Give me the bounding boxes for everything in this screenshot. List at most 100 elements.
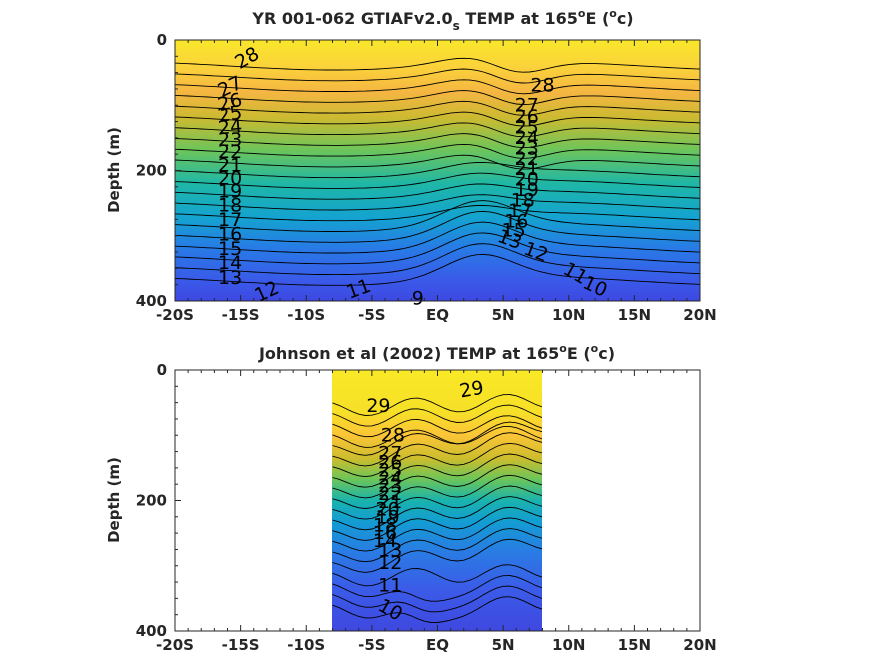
top-contour-label: 24 xyxy=(217,115,243,139)
top-contour-line xyxy=(175,172,700,189)
top-contour-line xyxy=(175,133,700,149)
bottom-contour-line xyxy=(332,404,542,427)
top-y-tick-label: 400 xyxy=(136,292,167,310)
bottom-x-tick-label: 15N xyxy=(618,636,651,654)
top-contour-label: 9 xyxy=(412,287,424,309)
bottom-contour-label: 12 xyxy=(378,552,402,574)
bottom-contour-line xyxy=(332,585,542,613)
bottom-x-tick-label: 20N xyxy=(683,636,716,654)
top-contour-line xyxy=(175,210,700,243)
bottom-x-tick-label: EQ xyxy=(426,636,449,654)
bottom-contour-label: 19 xyxy=(376,506,400,528)
bottom-contour-line xyxy=(332,453,542,488)
bottom-contour-label: 23 xyxy=(378,475,402,497)
bottom-contour-label: 13 xyxy=(378,540,402,562)
bottom-contour-label: 16 xyxy=(373,522,397,544)
top-y-tick-label: 0 xyxy=(157,31,167,49)
bottom-ticks: -20S -15S -10S -5S EQ 5N 10N 15N 20N 0 200 400 xyxy=(136,361,717,654)
bottom-x-tick-label: -5S xyxy=(358,636,385,654)
top-contour-line xyxy=(175,154,700,170)
top-ticks: -20S -15S -10S -5S EQ 5N 10N 15N 20N 0 200 400 xyxy=(136,31,717,324)
bottom-panel: Johnson et al (2002) TEMP at 165oE (oc) … xyxy=(105,342,717,654)
top-y-tick-label: 200 xyxy=(136,162,167,180)
bottom-contour-line xyxy=(332,425,542,448)
top-contour-line xyxy=(175,143,700,159)
bottom-contour-line xyxy=(332,474,542,509)
top-x-tick-label: 10N xyxy=(552,306,585,324)
top-contour-line xyxy=(175,221,700,254)
bottom-x-tick-label: -10S xyxy=(287,636,325,654)
top-contour-line xyxy=(175,161,700,179)
top-contour-line xyxy=(175,90,700,105)
top-contour-label: 26 xyxy=(515,106,539,128)
top-title: YR 001-062 GTIAFv2.0s TEMP at 165oE (oc) xyxy=(251,7,633,33)
top-contour-label: 22 xyxy=(218,141,242,163)
top-contour-label: 15 xyxy=(218,238,242,260)
top-contour-label: 18 xyxy=(511,190,535,212)
top-contour-label: 20 xyxy=(218,167,242,189)
bottom-contour-label: 22 xyxy=(378,483,402,505)
top-contour-label: 21 xyxy=(515,158,539,180)
bottom-contour-line xyxy=(332,538,542,573)
bottom-contour-label: 27 xyxy=(378,443,402,465)
top-contour-line xyxy=(175,79,700,95)
bottom-contour-label: 29 xyxy=(366,395,390,417)
top-x-tick-label: 15N xyxy=(618,306,651,324)
bottom-contour-label: 24 xyxy=(378,467,402,489)
bottom-contour-line xyxy=(332,596,542,623)
top-contour-label: 17 xyxy=(218,209,242,231)
bottom-contour-line xyxy=(332,415,542,438)
top-contour-line xyxy=(175,194,700,211)
bottom-x-tick-label: -15S xyxy=(222,636,260,654)
top-contour-line xyxy=(175,68,700,84)
top-contour-line xyxy=(175,100,700,116)
bottom-contour-label: 26 xyxy=(378,452,402,474)
bottom-heatmap-field xyxy=(332,370,542,631)
bottom-contour-line xyxy=(332,575,542,602)
top-x-tick-label: -5S xyxy=(358,306,385,324)
bottom-contour-label: 21 xyxy=(378,491,402,513)
top-contour-label: 19 xyxy=(515,179,539,201)
top-contour-label: 27 xyxy=(515,94,539,116)
bottom-contour-label: 28 xyxy=(381,424,405,446)
top-contour-label: 22 xyxy=(515,148,539,170)
bottom-contour-line xyxy=(332,394,542,416)
bottom-contour-line xyxy=(332,528,542,563)
top-contour-label: 16 xyxy=(504,210,528,232)
top-contour-label: 21 xyxy=(218,154,242,176)
bottom-y-axis-label: Depth (m) xyxy=(105,457,123,543)
top-contour-line xyxy=(175,205,700,222)
bottom-contour-lines xyxy=(332,394,542,623)
top-contour-label: 28 xyxy=(530,75,554,97)
bottom-contour-label: 14 xyxy=(373,530,397,552)
bottom-y-tick-label: 200 xyxy=(136,492,167,510)
top-x-tick-label: -20S xyxy=(156,306,194,324)
top-contour-lines xyxy=(175,57,700,286)
bottom-contour-label: 18 xyxy=(373,514,397,536)
top-panel: YR 001-062 GTIAFv2.0s TEMP at 165oE (oc)… xyxy=(105,7,717,324)
top-contour-line xyxy=(175,111,700,127)
top-contour-label: 23 xyxy=(218,129,242,151)
top-contour-label: 25 xyxy=(515,116,539,138)
bottom-contour-line xyxy=(332,432,542,467)
bottom-contour-line xyxy=(332,517,542,552)
bottom-x-tick-label: -20S xyxy=(156,636,194,654)
bottom-contour-line xyxy=(332,442,542,478)
top-contour-line xyxy=(175,232,700,265)
top-x-tick-label: 5N xyxy=(492,306,515,324)
top-contour-line xyxy=(175,253,700,286)
top-contour-line xyxy=(175,243,700,276)
top-x-tick-label: 20N xyxy=(683,306,716,324)
top-contour-label: 15 xyxy=(502,220,526,242)
bottom-contour-label: 29 xyxy=(458,377,486,403)
bottom-y-tick-label: 400 xyxy=(136,622,167,640)
top-x-tick-label: -15S xyxy=(222,306,260,324)
top-contour-line xyxy=(175,200,700,232)
top-contour-label: 20 xyxy=(515,169,539,191)
bottom-x-tick-label: 10N xyxy=(552,636,585,654)
bottom-contour-label: 11 xyxy=(378,574,402,596)
top-heatmap-field xyxy=(175,40,700,301)
top-contour-line xyxy=(175,122,700,138)
top-x-tick-label: -10S xyxy=(287,306,325,324)
